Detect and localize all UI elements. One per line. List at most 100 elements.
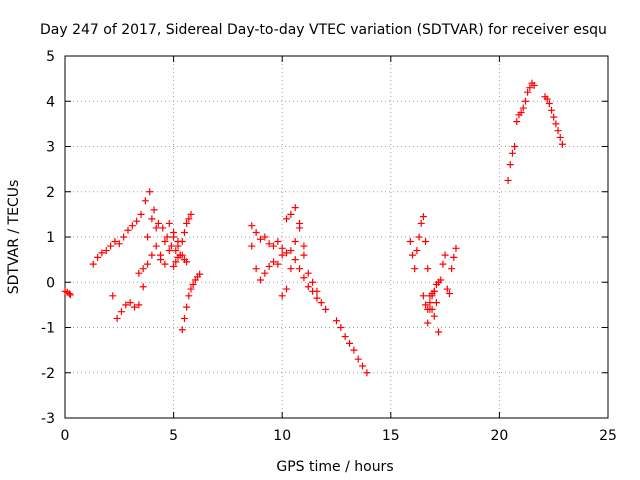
data-point — [354, 355, 362, 363]
y-tick-label: 0 — [46, 275, 55, 291]
data-point — [441, 251, 449, 259]
data-point — [94, 253, 102, 261]
data-point — [333, 317, 340, 325]
x-tick-label: 15 — [382, 428, 400, 444]
data-point — [550, 113, 558, 121]
data-point — [66, 291, 74, 299]
x-tick-label: 10 — [273, 428, 291, 444]
data-point — [178, 238, 186, 246]
data-point — [176, 251, 184, 259]
y-axis-label: SDTVAR / TECUs — [6, 180, 22, 295]
data-point — [430, 312, 438, 320]
data-point — [150, 206, 158, 214]
data-point — [187, 210, 195, 218]
data-point — [432, 299, 440, 307]
y-tick-label: -1 — [41, 321, 55, 337]
x-axis-label: GPS time / hours — [276, 459, 393, 475]
data-point — [252, 265, 260, 273]
data-point — [291, 256, 299, 264]
data-point — [163, 233, 171, 241]
data-point — [256, 276, 264, 284]
data-point — [189, 281, 197, 289]
x-tick-label: 5 — [169, 428, 178, 444]
data-point — [548, 106, 556, 114]
data-point — [152, 242, 160, 250]
data-point — [152, 224, 160, 232]
data-point — [435, 328, 443, 336]
data-point — [256, 235, 264, 243]
data-point — [346, 339, 354, 347]
data-point — [274, 238, 282, 246]
data-point — [172, 258, 180, 266]
data-point — [556, 133, 564, 141]
data-point — [337, 324, 345, 331]
data-point — [196, 270, 204, 278]
data-point — [183, 258, 191, 266]
data-point — [278, 292, 286, 300]
data-point — [517, 109, 525, 117]
data-point — [545, 100, 553, 108]
data-point — [278, 244, 286, 252]
data-point — [448, 265, 456, 273]
data-point — [261, 269, 269, 277]
data-point — [508, 149, 516, 157]
y-tick-label: 3 — [46, 140, 55, 156]
data-point — [526, 84, 534, 92]
data-point — [313, 287, 321, 295]
data-point — [170, 262, 178, 270]
data-point — [341, 333, 349, 341]
data-point — [124, 226, 132, 234]
data-point — [154, 219, 162, 227]
data-point — [287, 210, 295, 218]
axis-ticks: 0 5 10 15 20 25 -3 -2 -1 0 1 2 3 4 5 — [41, 49, 617, 444]
y-tick-label: -2 — [41, 366, 55, 382]
data-point — [426, 299, 434, 307]
data-point — [183, 303, 191, 311]
data-point — [170, 233, 178, 241]
data-point — [165, 247, 173, 255]
data-point — [172, 247, 180, 255]
data-point — [530, 81, 538, 89]
x-tick-label: 25 — [599, 428, 617, 444]
data-point — [252, 228, 260, 236]
data-point — [135, 301, 143, 309]
data-point — [248, 222, 256, 230]
data-point — [422, 301, 430, 309]
data-point — [304, 283, 312, 291]
data-point — [265, 240, 273, 248]
x-tick-label: 0 — [61, 428, 70, 444]
data-point — [265, 262, 273, 270]
data-point — [513, 118, 521, 126]
data-point — [554, 127, 562, 135]
data-point — [178, 326, 186, 334]
data-point — [148, 215, 156, 223]
data-point — [524, 88, 532, 96]
y-tick-label: 2 — [46, 185, 55, 201]
y-tick-label: -3 — [41, 411, 55, 427]
data-point — [111, 238, 119, 246]
data-point — [109, 292, 117, 300]
data-point — [300, 274, 308, 282]
data-point — [287, 265, 295, 273]
data-point — [167, 242, 175, 250]
data-point — [159, 224, 167, 232]
data-point — [435, 278, 443, 286]
data-point — [543, 95, 551, 103]
data-point — [291, 238, 299, 246]
data-point — [419, 213, 427, 221]
data-point — [126, 299, 134, 307]
data-point — [417, 219, 425, 227]
data-point — [180, 314, 188, 322]
data-point — [521, 97, 529, 105]
y-tick-label: 4 — [46, 94, 55, 110]
data-point — [113, 314, 121, 322]
data-point — [309, 278, 317, 286]
data-point — [313, 294, 321, 302]
data-point — [317, 299, 325, 307]
data-point — [430, 287, 438, 295]
data-point — [65, 290, 73, 298]
data-point — [283, 285, 291, 293]
data-point — [296, 224, 304, 232]
data-point — [146, 188, 154, 196]
